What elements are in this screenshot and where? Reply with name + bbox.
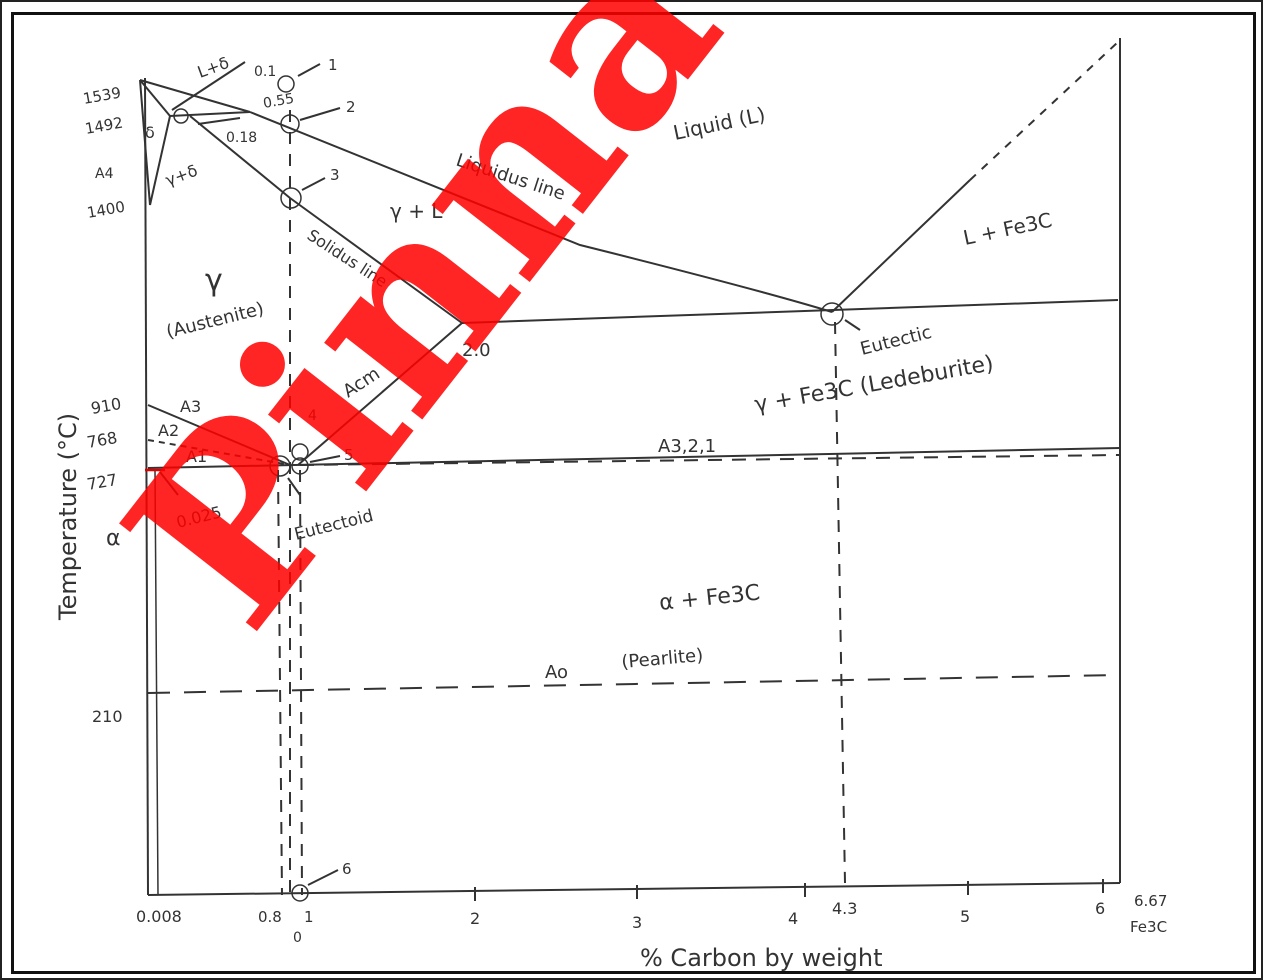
liquidus-extrapolated-line <box>969 41 1119 181</box>
x-tick-label-2: 2 <box>470 909 480 928</box>
carbon-1-vertical <box>299 469 303 896</box>
watermark: Pinnac <box>73 0 863 675</box>
point-circle-3 <box>280 187 302 209</box>
point-circle-5 <box>291 457 309 475</box>
eutectic-line <box>461 299 1119 324</box>
arrow-5 <box>309 455 341 463</box>
diagram-lines <box>139 38 1121 902</box>
x-tick-label-1: 1 <box>304 908 314 926</box>
carbon-4-3-vertical <box>834 321 846 884</box>
watermark-text: Pinnac <box>73 0 863 675</box>
peritectic-line <box>169 111 251 117</box>
x-tick-label-6-67: 6.67 <box>1134 892 1167 910</box>
y-axis-label: Temperature (°C) <box>54 413 82 621</box>
label-n6: 6 <box>342 860 352 878</box>
label-a321: A3,2,1 <box>658 436 716 457</box>
a2-line <box>147 439 291 466</box>
label-n5: 5 <box>344 446 354 464</box>
region-pearlite-phase: α + Fe3C <box>658 581 761 616</box>
eutectic-arrow <box>844 319 861 331</box>
label-a0: Ao <box>545 662 568 683</box>
x-tick-label-3: 3 <box>632 913 642 932</box>
region-delta: δ <box>145 123 155 142</box>
x-tick-label-5: 5 <box>960 907 970 926</box>
x-tick-label-4-3: 4.3 <box>832 899 857 918</box>
y-tick-1539: 1539 <box>82 84 123 108</box>
carbon-0-8-vertical <box>277 469 283 896</box>
label-a4: A4 <box>95 166 114 182</box>
region-l-delta: L+δ <box>195 53 232 82</box>
label-0-55: 0.55 <box>262 91 295 112</box>
label-0-18: 0.18 <box>226 130 257 146</box>
y-tick-910: 910 <box>89 394 122 418</box>
y-tick-1400: 1400 <box>86 198 127 222</box>
ao-line <box>147 674 1121 694</box>
arrow-0-18 <box>197 117 241 125</box>
solidus-line <box>289 197 463 324</box>
region-ledeburite: γ + Fe3C (Ledeburite) <box>753 351 996 418</box>
label-0-1: 0.1 <box>254 64 276 80</box>
region-gamma: γ <box>205 263 223 298</box>
peritectic-circle <box>173 108 189 124</box>
page-inner-border <box>11 12 1256 974</box>
x-tick-label-4: 4 <box>788 909 798 928</box>
solidus-upper-line <box>189 115 291 199</box>
alpha-solvus-line <box>154 469 159 896</box>
arrow-2 <box>299 107 341 121</box>
label-n3: 3 <box>330 166 340 184</box>
label-n1: 1 <box>328 56 338 74</box>
a3-line <box>147 404 291 466</box>
arrow-6 <box>307 869 339 886</box>
label-a1: A1 <box>186 447 207 466</box>
delta-solidus-line <box>139 79 171 117</box>
eutectoid-arrow <box>287 477 301 496</box>
point-circle-6 <box>291 884 309 902</box>
y-tick-1492: 1492 <box>84 114 125 138</box>
label-n4: 4 <box>308 408 317 424</box>
acm-line <box>297 322 463 466</box>
y-axis <box>144 77 149 896</box>
x-tick-label-0-008: 0.008 <box>136 907 182 926</box>
arrow-l-delta <box>171 61 246 111</box>
region-l-fe3c: L + Fe3C <box>961 208 1054 250</box>
liquidus-right-line <box>831 179 971 313</box>
label-a2: A2 <box>158 421 179 440</box>
gamma-delta-boundary-line <box>149 115 171 206</box>
label-eutectic: Eutectic <box>858 322 934 360</box>
eutectoid-circle <box>269 455 291 477</box>
region-pearlite: (Pearlite) <box>621 645 704 673</box>
region-gamma-delta: γ+δ <box>163 161 200 190</box>
x-end-label: Fe3C <box>1130 918 1167 936</box>
region-alpha: α <box>106 526 121 551</box>
delta-boundary-line <box>139 79 151 206</box>
x-tick-label-6: 6 <box>1095 899 1105 918</box>
y-tick-210: 210 <box>92 707 123 726</box>
region-gamma-l: γ + L <box>390 199 443 223</box>
liquidus-line <box>249 111 833 313</box>
label-a3: A3 <box>180 397 201 416</box>
point-circle-1 <box>277 75 295 93</box>
label-2-0: 2.0 <box>462 340 491 361</box>
arrow-0-025 <box>159 471 179 496</box>
arrow-1 <box>297 63 321 77</box>
point-circle-2 <box>280 114 300 134</box>
label-n2: 2 <box>346 98 356 116</box>
eutectoid-dashed-line <box>299 454 1121 466</box>
x-axis-label: % Carbon by weight <box>640 944 883 972</box>
point-circle-4 <box>291 443 309 461</box>
arrow-3 <box>301 177 326 191</box>
x-tick-label-0-8: 0.8 <box>258 908 282 926</box>
eutectic-circle <box>820 302 844 326</box>
x-axis <box>147 882 1121 896</box>
zero-label: 0 <box>293 930 302 946</box>
